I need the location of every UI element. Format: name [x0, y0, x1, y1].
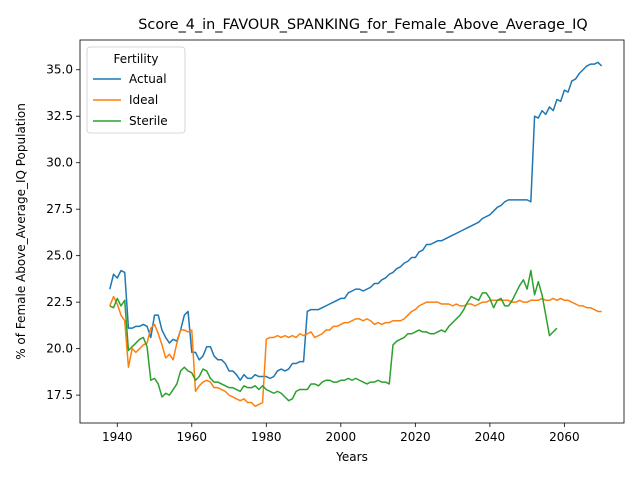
y-tick-label: 32.5 — [46, 109, 73, 123]
series-line-sterile — [109, 269, 558, 402]
legend-label: Ideal — [129, 93, 158, 107]
legend-label: Actual — [129, 72, 167, 86]
y-tick-label: 20.0 — [46, 342, 73, 356]
y-tick-label: 27.5 — [46, 202, 73, 216]
legend-title: Fertility — [113, 52, 158, 66]
axis-ticks: 1940 1960 1980 2000 2020 2040 2060 17.5 20.0 22.5… — [46, 63, 579, 444]
plot-frame — [79, 39, 625, 424]
y-tick-label: 17.5 — [46, 388, 73, 402]
y-tick-label: 35.0 — [46, 63, 73, 77]
y-tick-label: 25.0 — [46, 249, 73, 263]
y-tick-label: 22.5 — [46, 295, 73, 309]
y-axis-label: % of Female Above_Average_IQ Population — [14, 103, 28, 360]
x-tick-label: 2000 — [326, 430, 357, 444]
legend-box — [86, 46, 186, 134]
x-tick-label: 2060 — [549, 430, 580, 444]
x-tick-label: 2040 — [475, 430, 506, 444]
series-line-actual — [109, 61, 603, 381]
legend: Fertility Actual Ideal Sterile — [86, 46, 186, 134]
y-tick-label: 30.0 — [46, 156, 73, 170]
plot-lines — [109, 61, 603, 408]
legend-entries: Actual Ideal Sterile — [93, 72, 168, 128]
x-tick-label: 1980 — [251, 430, 282, 444]
chart-title: Score_4_in_FAVOUR_SPANKING_for_Female_Ab… — [138, 17, 587, 33]
x-tick-label: 1940 — [102, 430, 133, 444]
x-tick-label: 2020 — [400, 430, 431, 444]
x-tick-label: 1960 — [177, 430, 208, 444]
series-line-ideal — [109, 295, 602, 408]
x-axis-label: Years — [335, 450, 368, 464]
legend-label: Sterile — [129, 114, 168, 128]
